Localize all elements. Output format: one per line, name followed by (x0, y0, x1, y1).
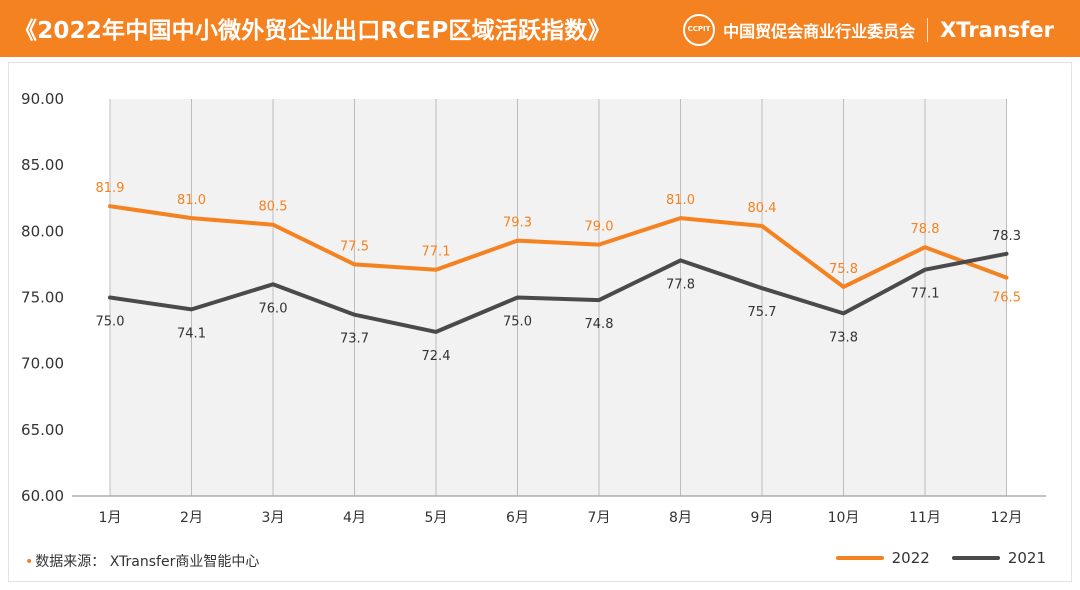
data-source-note: • 数据来源： XTransfer商业智能中心 (25, 551, 259, 571)
x-tick-label: 2月 (180, 510, 203, 526)
data-label-2022: 80.4 (748, 201, 777, 216)
series-line-2022 (108, 204, 1009, 289)
x-tick-label: 5月 (425, 510, 448, 526)
data-label-2021: 74.1 (177, 326, 206, 341)
data-label-2022: 75.8 (829, 262, 858, 277)
y-tick-label: 65.00 (21, 421, 64, 439)
legend-label-2021: 2021 (1007, 549, 1046, 567)
data-label-2022: 77.5 (340, 239, 369, 254)
y-tick-label: 80.00 (21, 222, 64, 240)
bullet-dot-icon: • (25, 554, 34, 570)
xtransfer-logo: XTransfer (940, 18, 1054, 42)
x-tick-label: 9月 (751, 510, 774, 526)
x-tick-label: 6月 (506, 510, 529, 526)
legend-swatch-2021 (951, 556, 1000, 560)
legend-swatch-2022 (835, 556, 884, 560)
series-lines (108, 204, 1009, 334)
legend: 2022 2021 (814, 549, 1046, 567)
data-label-2021: 74.8 (585, 317, 614, 332)
data-label-2021: 75.0 (503, 315, 532, 330)
data-label-2021: 75.7 (748, 305, 777, 320)
chart-panel (8, 62, 1072, 582)
page-title: 《2022年中国中小微外贸企业出口RCEP区域活跃指数》 (14, 18, 611, 44)
y-axis: 60.00 65.00 70.00 75.00 80.00 85.00 90.00 (21, 90, 64, 505)
y-tick-label: 75.00 (21, 289, 64, 307)
ccpit-logo-icon: CCPIT (683, 14, 716, 46)
x-tick-label: 12月 (991, 510, 1023, 526)
data-label-2022: 79.0 (585, 220, 614, 235)
data-label-2021: 76.0 (259, 301, 288, 316)
data-label-2021: 73.8 (829, 330, 858, 345)
data-label-2021: 75.0 (96, 315, 125, 330)
data-label-2022: 81.0 (177, 193, 206, 208)
data-label-2022: 81.9 (96, 181, 125, 196)
y-tick-label: 70.00 (21, 355, 64, 373)
data-label-2022: 80.5 (259, 200, 288, 215)
x-tick-label: 1月 (99, 510, 122, 526)
legend-item-2021: 2021 (951, 549, 1046, 567)
brand-area: CCPIT 中国贸促会商业行业委员会 XTransfer (683, 14, 1054, 46)
data-label-2021: 73.7 (340, 332, 369, 347)
org-name: 中国贸促会商业行业委员会 (723, 22, 916, 41)
x-tick-label: 7月 (588, 510, 611, 526)
x-tick-label: 4月 (343, 510, 366, 526)
series-line-2021 (108, 251, 1009, 334)
data-label-2022: 78.8 (911, 222, 940, 237)
x-tick-label: 11月 (909, 510, 941, 526)
data-label-2022: 81.0 (666, 193, 695, 208)
y-tick-label: 90.00 (21, 90, 64, 108)
data-label-2021: 78.3 (992, 229, 1021, 244)
data-labels: 81.9 81.0 80.5 77.5 77.1 79.3 79.0 81.0 80.4 75.8… (96, 181, 1021, 364)
legend-item-2022: 2022 (835, 549, 930, 567)
x-tick-label: 10月 (828, 510, 860, 526)
y-tick-label: 85.00 (21, 156, 64, 174)
header-banner: 《2022年中国中小微外贸企业出口RCEP区域活跃指数》 CCPIT 中国贸促会… (0, 0, 1080, 57)
data-label-2021: 72.4 (422, 349, 451, 364)
data-label-2021: 77.8 (666, 277, 695, 292)
x-axis: 1月 2月 3月 4月 5月 6月 7月 8月 9月 10月 11月 12月 (72, 495, 1046, 526)
ccpit-logo-text: CCPIT (687, 25, 711, 33)
data-label-2022: 76.5 (992, 291, 1021, 306)
legend-label-2022: 2022 (891, 549, 930, 567)
brand-divider (927, 18, 929, 42)
data-source-text: 数据来源： XTransfer商业智能中心 (35, 554, 260, 570)
data-label-2022: 77.1 (422, 245, 451, 260)
y-tick-label: 60.00 (21, 487, 64, 505)
data-label-2022: 79.3 (503, 216, 532, 231)
data-label-2021: 77.1 (911, 287, 940, 302)
x-tick-label: 8月 (669, 510, 692, 526)
x-tick-label: 3月 (262, 510, 285, 526)
